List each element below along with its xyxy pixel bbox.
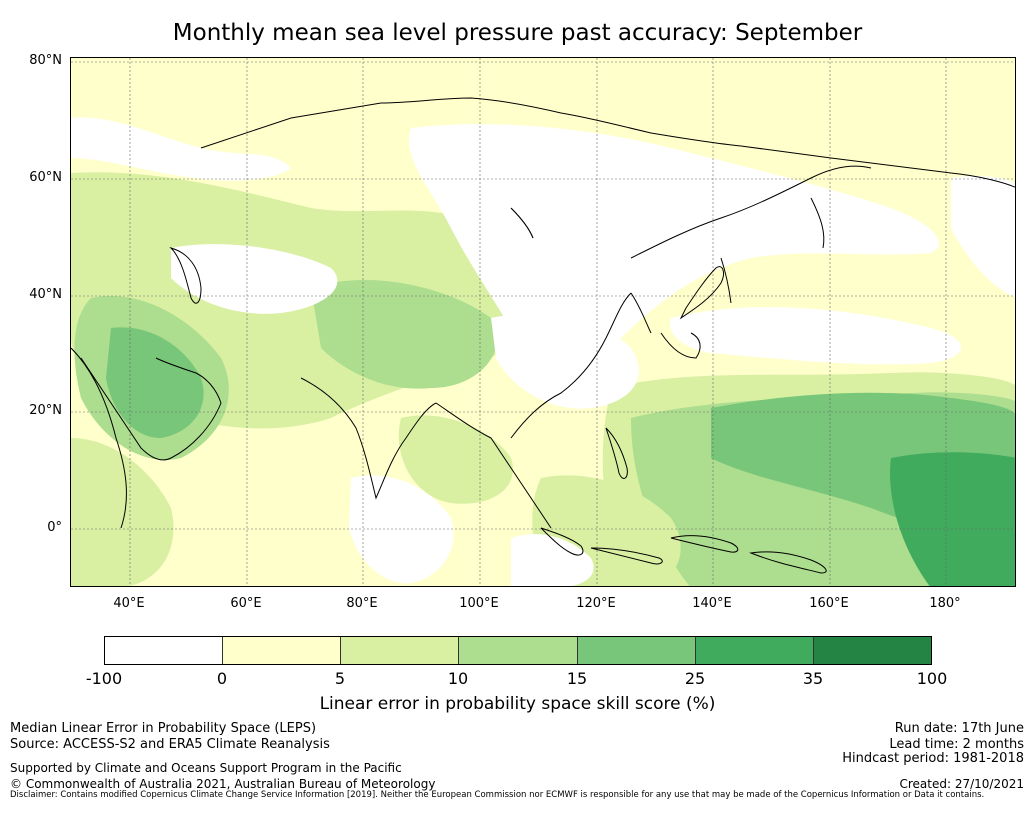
- colorbar-tick-4: 15: [566, 669, 588, 688]
- lat-label-0: 0°: [47, 520, 62, 535]
- skill-region-tropics-white: [349, 475, 454, 584]
- lon-label-100e: 100°E: [459, 596, 499, 611]
- skill-score-map: [71, 58, 1015, 586]
- lon-label-120e: 120°E: [576, 596, 616, 611]
- run-date-text: Run date: 17th June: [894, 721, 1024, 736]
- skill-region-east-asia-white: [670, 307, 961, 365]
- skill-region-tibet: [311, 279, 498, 389]
- colorbar-tick-6: 35: [802, 669, 824, 688]
- support-text: Supported by Climate and Oceans Support …: [10, 761, 402, 775]
- skill-region-north-pacific-white: [951, 176, 1015, 298]
- colorbar-tick-3: 10: [447, 669, 469, 688]
- skill-region-arabia-core: [106, 327, 204, 438]
- skill-region-arctic-white: [71, 117, 291, 181]
- hindcast-text: Hindcast period: 1981-2018: [842, 751, 1024, 766]
- colorbar-tick-0: -100: [85, 669, 123, 688]
- skill-region-maritime-white: [511, 534, 594, 586]
- lon-label-180: 180°: [929, 596, 961, 611]
- colorbar-segment-5: [577, 637, 696, 664]
- created-text: Created: 27/10/2021: [899, 777, 1024, 791]
- colorbar: [104, 636, 932, 665]
- lat-label-40n: 40°N: [29, 287, 62, 302]
- lat-label-80n: 80°N: [29, 53, 62, 68]
- map-panel[interactable]: [70, 57, 1016, 587]
- skill-fill-layer: [71, 58, 1015, 586]
- colorbar-segment-2: [223, 637, 342, 664]
- skill-region-africa: [71, 438, 174, 586]
- coastlines: [71, 97, 1015, 574]
- disclaimer-text: Disclaimer: Contains modified Copernicus…: [10, 790, 985, 800]
- lon-label-160e: 160°E: [809, 596, 849, 611]
- lead-time-text: Lead time: 2 months: [889, 737, 1024, 752]
- copyright-text: © Commonwealth of Australia 2021, Austra…: [10, 777, 436, 791]
- skill-region-kazakh-white: [171, 244, 338, 314]
- skill-region-pacific-dark: [890, 452, 1015, 586]
- skill-region-siberia-white: [409, 124, 939, 371]
- map-title: Monthly mean sea level pressure past acc…: [172, 20, 863, 46]
- colorbar-segment-3: [341, 637, 460, 664]
- colorbar-segment-4: [459, 637, 578, 664]
- colorbar-tick-1: 0: [216, 669, 228, 688]
- colorbar-tick-5: 25: [684, 669, 706, 688]
- lon-label-60e: 60°E: [230, 596, 262, 611]
- lat-label-60n: 60°N: [29, 170, 62, 185]
- lon-label-80e: 80°E: [346, 596, 378, 611]
- colorbar-tick-2: 5: [334, 669, 346, 688]
- lat-label-20n: 20°N: [29, 403, 62, 418]
- method-text: Median Linear Error in Probability Space…: [10, 721, 317, 736]
- source-text: Source: ACCESS-S2 and ERA5 Climate Reana…: [10, 737, 330, 752]
- lon-label-40e: 40°E: [113, 596, 145, 611]
- colorbar-segment-1: [105, 637, 224, 664]
- lon-label-140e: 140°E: [692, 596, 732, 611]
- skill-region-bay-of-bengal: [398, 415, 513, 504]
- skill-region-china-white: [491, 314, 639, 409]
- colorbar-segment-6: [695, 637, 814, 664]
- colorbar-tick-7: 100: [916, 669, 948, 688]
- colorbar-segment-7: [813, 637, 931, 664]
- colorbar-label: Linear error in probability space skill …: [319, 694, 716, 714]
